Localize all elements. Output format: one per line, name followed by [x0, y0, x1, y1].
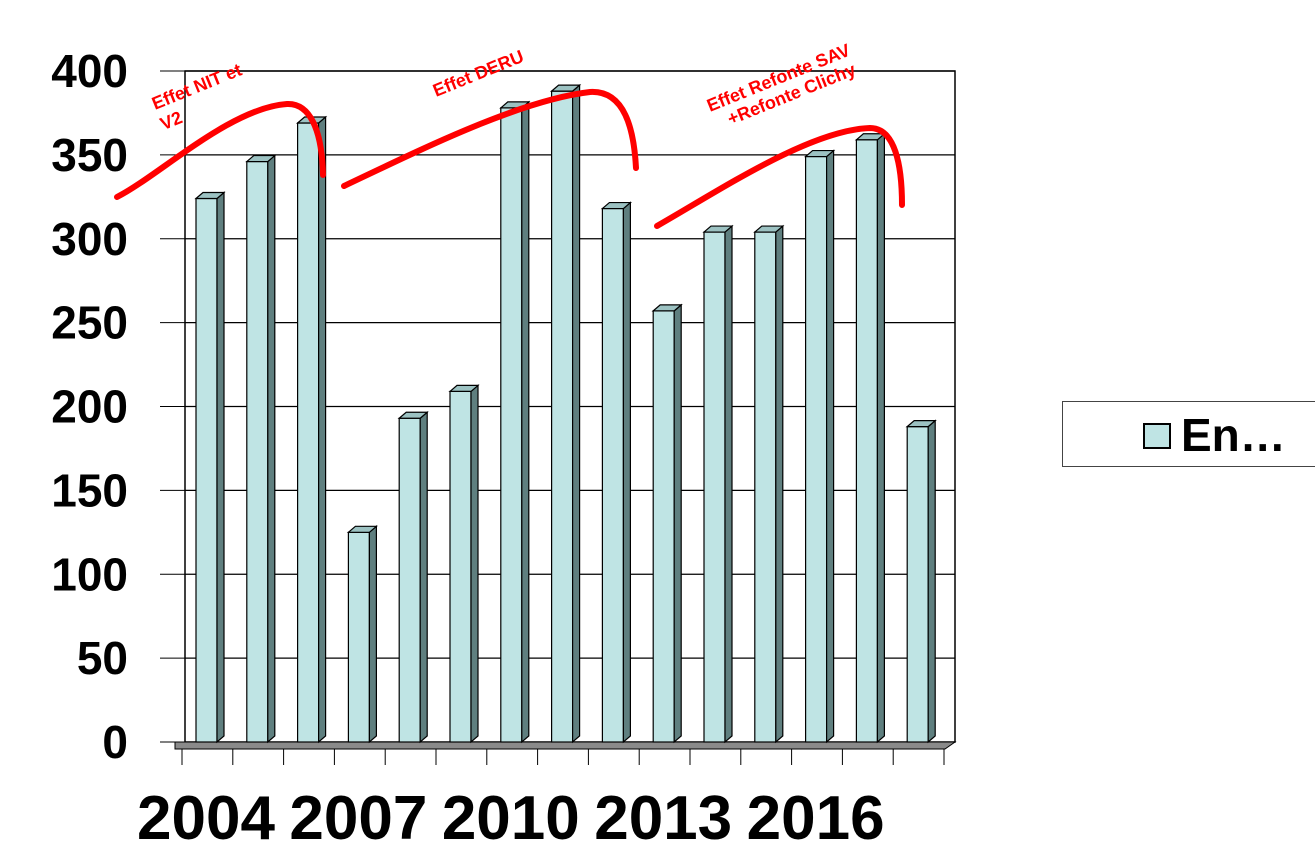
bar-top — [753, 225, 785, 233]
bar — [297, 122, 320, 743]
bars — [194, 83, 937, 744]
bar-side — [368, 525, 377, 744]
bar-side — [622, 201, 631, 744]
bar-side — [216, 191, 225, 744]
bar — [246, 160, 269, 743]
bar — [195, 197, 218, 743]
y-tick-label: 300 — [51, 213, 128, 265]
bar — [906, 426, 929, 743]
bar-top — [397, 411, 429, 419]
bar-side — [673, 303, 682, 744]
bar-top — [448, 384, 480, 393]
bar — [855, 139, 879, 743]
x-tick-label: 2007 — [289, 784, 427, 846]
bar — [550, 90, 574, 743]
bar-top — [549, 84, 582, 92]
bar-top — [702, 225, 734, 233]
bar-side — [572, 83, 581, 744]
annotation-curve — [654, 124, 905, 229]
legend-swatch — [1143, 423, 1171, 449]
x-tick-label: 2013 — [594, 784, 732, 846]
y-tick-label: 150 — [51, 464, 128, 516]
bar-side — [267, 154, 276, 744]
legend: En… — [1062, 401, 1315, 467]
bar-side — [826, 149, 835, 744]
bar-top — [905, 420, 937, 428]
annotation-curve — [341, 88, 639, 189]
plot-floor — [174, 741, 957, 750]
bar — [500, 107, 523, 743]
bar — [347, 531, 370, 743]
bar-side — [876, 132, 885, 744]
y-tick-label: 50 — [77, 632, 128, 684]
bar-top — [651, 304, 683, 312]
legend-label: En… — [1181, 409, 1286, 461]
bar-side — [521, 100, 530, 744]
bar — [804, 155, 828, 743]
bar-top — [803, 149, 836, 158]
bar-side — [318, 115, 327, 744]
bar-top — [245, 154, 277, 163]
annotation-curve — [114, 100, 326, 200]
y-tick-label: 100 — [51, 548, 128, 600]
bar — [398, 417, 421, 743]
bar — [652, 310, 675, 743]
bar — [703, 231, 726, 743]
bar — [449, 390, 472, 743]
x-axis: 2004 2007 2010 2013 2016 — [137, 749, 945, 846]
y-axis-ticks: 0 50 100 150 200 250 300 350 400 — [51, 45, 128, 768]
bar — [754, 231, 777, 743]
bar-top — [194, 191, 226, 200]
bar-side — [775, 224, 784, 744]
bar-side — [927, 419, 936, 744]
bar-side — [724, 224, 733, 744]
y-tick-label: 400 — [51, 45, 128, 97]
y-tick-label: 350 — [51, 129, 128, 181]
x-tick-label: 2004 — [137, 784, 275, 846]
x-tick-label: 2010 — [442, 784, 580, 846]
x-tick-label: 2016 — [747, 784, 885, 846]
bar-top — [346, 525, 379, 533]
bar-side — [470, 384, 479, 744]
bar-top — [600, 201, 633, 210]
y-tick-label: 200 — [51, 381, 128, 433]
y-tick-label: 250 — [51, 297, 128, 349]
bar — [601, 207, 625, 743]
y-tick-label: 0 — [102, 716, 128, 768]
bar-side — [419, 410, 428, 744]
